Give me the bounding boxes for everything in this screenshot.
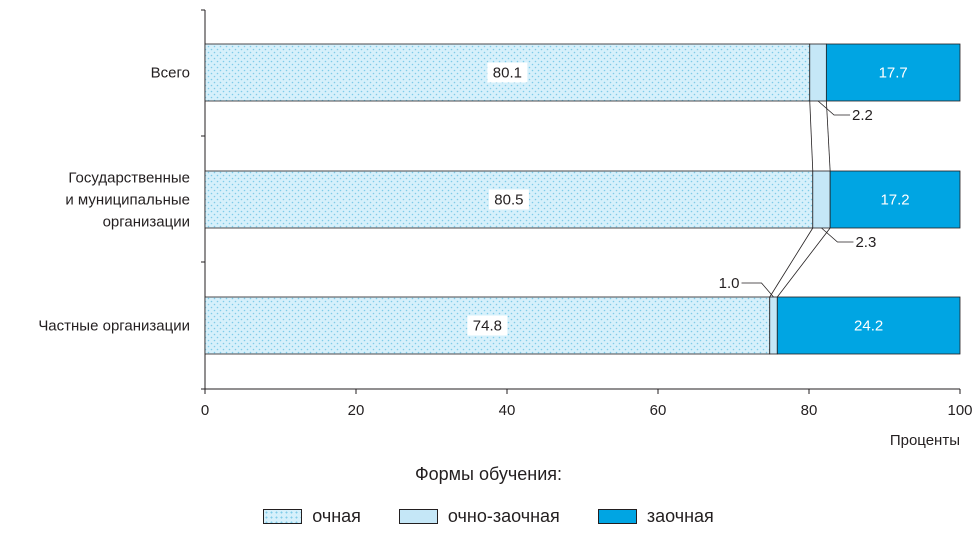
legend-title: Формы обучения:	[414, 464, 563, 484]
connector-1-edge-1	[769, 227, 814, 298]
category-label-1-2: организации	[103, 214, 190, 231]
data-label-1-series-2: 17.2	[880, 192, 909, 209]
bar-1-series-1	[812, 170, 831, 229]
category-label-0-0: Всего	[151, 65, 190, 82]
legend-item-2: заочная	[597, 506, 714, 527]
connector-1-edge-2	[776, 227, 831, 298]
data-label-1-series-0: 80.5	[494, 192, 523, 209]
data-label-0-series-0: 80.1	[493, 65, 522, 82]
x-tick-label-20: 20	[348, 402, 365, 419]
callout-line-1	[821, 227, 854, 243]
legend-swatch-0	[263, 509, 303, 524]
data-label-1-series-1: 2.3	[855, 234, 876, 251]
callout-line-2	[741, 282, 774, 298]
data-label-2-series-0: 74.8	[473, 318, 502, 335]
category-label-1-1: и муниципальные	[65, 192, 190, 209]
y-axis: Всего Государственные и муниципальные орган…	[38, 9, 206, 390]
data-label-0-series-1: 2.2	[852, 107, 873, 124]
bar-0-series-1	[809, 43, 827, 102]
category-label-1-0: Государственные	[68, 170, 190, 187]
connector-lines	[769, 100, 831, 298]
legend-swatch-2	[597, 509, 637, 524]
x-axis-title: Проценты	[890, 432, 960, 449]
x-tick-label-100: 100	[947, 402, 972, 419]
legend-label-1: очно-заочная	[447, 506, 560, 526]
x-tick-label-0: 0	[201, 402, 209, 419]
label-bg-1-0	[488, 189, 529, 210]
legend-label-2: заочная	[646, 506, 714, 526]
data-labels-layer: 80.1 17.7 80.5 17.2 74.8 24.2 2.2 2.3 1.0	[467, 62, 910, 336]
bar-0-series-2	[825, 43, 961, 102]
bar-2-series-2	[776, 296, 961, 355]
category-label-2-0: Частные организации	[38, 318, 190, 335]
data-label-0-series-2: 17.7	[879, 65, 908, 82]
legend-label-0: очная	[312, 506, 361, 526]
bars-layer	[204, 43, 961, 355]
label-bg-0-0	[487, 62, 528, 83]
bar-2-series-1	[769, 296, 778, 355]
connector-0-edge-1	[809, 100, 814, 172]
label-bg-2-0	[467, 315, 508, 336]
callout-line-0	[817, 100, 851, 116]
data-label-2-series-1: 1.0	[719, 275, 740, 292]
data-label-2-series-2: 24.2	[854, 318, 883, 335]
x-tick-label-40: 40	[499, 402, 516, 419]
connector-0-edge-2	[825, 100, 831, 172]
legend-swatch-1	[398, 509, 438, 524]
bar-1-series-2	[829, 170, 961, 229]
x-tick-label-80: 80	[801, 402, 818, 419]
legend-item-0: очная	[263, 506, 361, 527]
legend-item-1: очно-заочная	[398, 506, 560, 527]
x-tick-label-60: 60	[650, 402, 667, 419]
legend: очная очно-заочная заочная	[0, 506, 977, 527]
x-axis: 0 20 40 60 80 100	[201, 388, 973, 419]
